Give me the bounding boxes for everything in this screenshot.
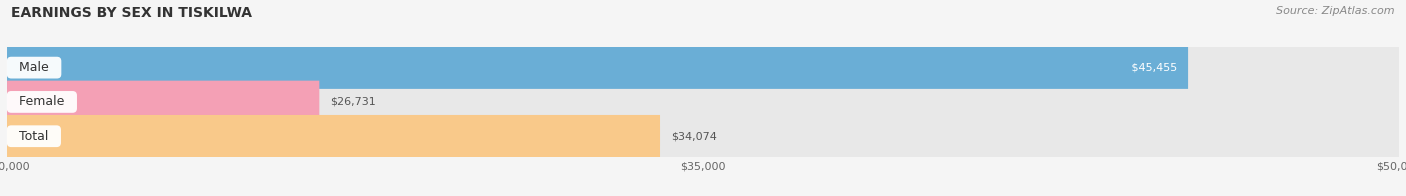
Text: Total: Total xyxy=(11,130,56,143)
Text: $26,731: $26,731 xyxy=(330,97,377,107)
FancyBboxPatch shape xyxy=(7,81,319,123)
Text: $45,455: $45,455 xyxy=(1129,63,1181,73)
FancyBboxPatch shape xyxy=(7,78,1399,126)
FancyBboxPatch shape xyxy=(7,46,1188,89)
FancyBboxPatch shape xyxy=(7,115,659,158)
FancyBboxPatch shape xyxy=(7,44,1399,92)
Text: Female: Female xyxy=(11,95,73,108)
Text: Male: Male xyxy=(11,61,58,74)
FancyBboxPatch shape xyxy=(7,112,1399,160)
Text: EARNINGS BY SEX IN TISKILWA: EARNINGS BY SEX IN TISKILWA xyxy=(11,6,252,20)
Text: $34,074: $34,074 xyxy=(671,131,717,141)
Text: Source: ZipAtlas.com: Source: ZipAtlas.com xyxy=(1277,6,1395,16)
